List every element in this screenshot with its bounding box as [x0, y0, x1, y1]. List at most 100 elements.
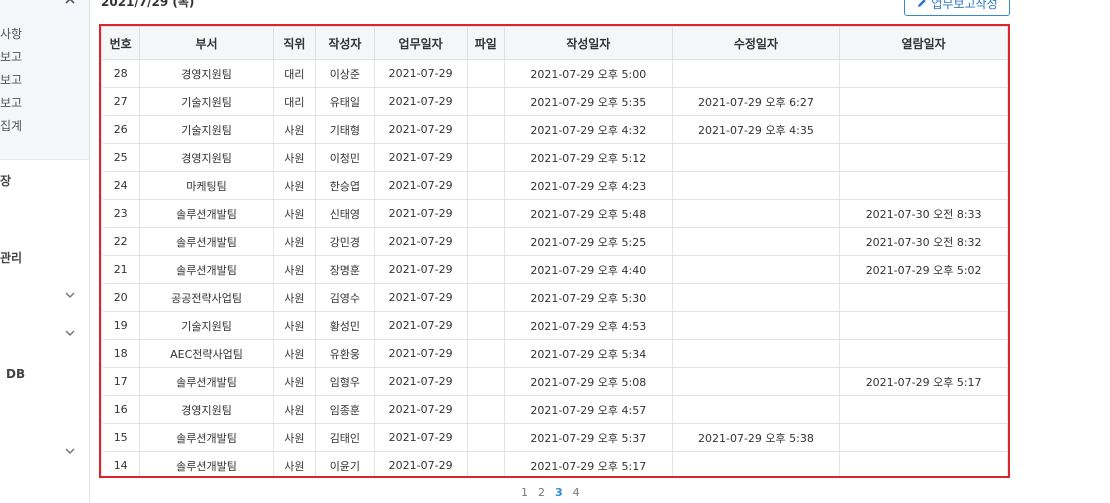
column-header-modified-at[interactable]: 수정일자: [671, 26, 841, 60]
column-header-position[interactable]: 직위: [272, 26, 317, 60]
cell-position: 사원: [272, 339, 317, 368]
cell-viewed-at: [839, 423, 1008, 452]
cell-author[interactable]: 김태인: [315, 423, 375, 452]
cell-file: [466, 227, 505, 256]
column-header-work-date[interactable]: 업무일자: [373, 26, 468, 60]
cell-number: 21: [101, 255, 141, 284]
cell-position: 사원: [272, 115, 317, 144]
cell-author[interactable]: 황성민: [315, 311, 375, 340]
cell-author[interactable]: 이상준: [315, 59, 375, 88]
cell-viewed-at: 2021-07-30 오전 8:32: [839, 227, 1008, 256]
table-row[interactable]: 26 기술지원팀 사원 기태형 2021-07-29 2021-07-29 오후 4:32…: [101, 115, 1008, 144]
page-link-4[interactable]: 4: [572, 486, 580, 499]
table-row[interactable]: 20 공공전략사업팀 사원 김영수 2021-07-29 2021-07-29 오후 5:…: [101, 283, 1008, 312]
chevron-down-icon[interactable]: [64, 289, 76, 301]
sidebar-subitem-report-3[interactable]: 보고: [0, 96, 23, 110]
page-link-2[interactable]: 2: [538, 486, 545, 499]
table-row[interactable]: 19 기술지원팀 사원 황성민 2021-07-29 2021-07-29 오후 4:53: [101, 311, 1008, 340]
table-row[interactable]: 25 경영지원팀 사원 이청민 2021-07-29 2021-07-29 오후 5:12: [101, 143, 1008, 172]
cell-author[interactable]: 유환웅: [315, 339, 375, 368]
cell-created-at: 2021-07-29 오후 5:17: [503, 451, 673, 476]
sidebar-section-management[interactable]: 관리: [0, 251, 23, 265]
cell-viewed-at: [839, 59, 1008, 88]
cell-author[interactable]: 이청민: [315, 143, 375, 172]
cell-author[interactable]: 한승엽: [315, 171, 375, 200]
page-link-3[interactable]: 3: [555, 486, 563, 499]
cell-file: [466, 451, 505, 476]
cell-viewed-at: [839, 171, 1008, 200]
cell-position: 사원: [272, 171, 317, 200]
cell-viewed-at: [839, 311, 1008, 340]
cell-department: 솔루션개발팀: [139, 367, 274, 396]
table-row[interactable]: 18 AEC전략사업팀 사원 유환웅 2021-07-29 2021-07-29 오후 5…: [101, 339, 1008, 368]
sidebar-subitem-notice[interactable]: 사항: [0, 27, 23, 41]
column-header-number[interactable]: 번호: [101, 26, 141, 60]
cell-created-at: 2021-07-29 오후 4:57: [503, 395, 673, 424]
sidebar-submenu: 사항 보고 보고 보고 집계: [0, 0, 89, 160]
sidebar-section-1[interactable]: 장: [0, 174, 12, 188]
table-row[interactable]: 23 솔루션개발팀 사원 신태영 2021-07-29 2021-07-29 오후 5:4…: [101, 199, 1008, 228]
cell-file: [466, 367, 505, 396]
cell-work-date: 2021-07-29: [373, 367, 468, 396]
table-row[interactable]: 27 기술지원팀 대리 유태일 2021-07-29 2021-07-29 오후 5:35…: [101, 87, 1008, 116]
cell-author[interactable]: 장명훈: [315, 255, 375, 284]
column-header-file[interactable]: 파일: [466, 26, 505, 60]
page-link-1[interactable]: 1: [521, 486, 528, 499]
cell-file: [466, 395, 505, 424]
column-header-author[interactable]: 작성자: [315, 26, 375, 60]
sidebar-section-db[interactable]: DB: [6, 367, 26, 381]
sidebar-subitem-summary[interactable]: 집계: [0, 119, 23, 133]
cell-department: 마케팅팀: [139, 171, 274, 200]
write-report-button-label: 업무보고작성: [931, 0, 998, 11]
cell-modified-at: [671, 255, 841, 284]
cell-author[interactable]: 김영수: [315, 283, 375, 312]
cell-file: [466, 199, 505, 228]
cell-created-at: 2021-07-29 오후 4:23: [503, 171, 673, 200]
cell-author[interactable]: 유태일: [315, 87, 375, 116]
cell-modified-at: [671, 451, 841, 476]
table-row[interactable]: 14 솔루션개발팀 사원 이윤기 2021-07-29 2021-07-29 오후 5:1…: [101, 451, 1008, 476]
cell-work-date: 2021-07-29: [373, 115, 468, 144]
cell-author[interactable]: 기태형: [315, 115, 375, 144]
chevron-up-icon[interactable]: [64, 0, 76, 6]
column-header-created-at[interactable]: 작성일자: [503, 26, 673, 60]
cell-author[interactable]: 강민경: [315, 227, 375, 256]
cell-work-date: 2021-07-29: [373, 255, 468, 284]
cell-author[interactable]: 이윤기: [315, 451, 375, 476]
cell-modified-at: [671, 143, 841, 172]
table-row[interactable]: 17 솔루션개발팀 사원 임형우 2021-07-29 2021-07-29 오후 5:0…: [101, 367, 1008, 396]
cell-work-date: 2021-07-29: [373, 171, 468, 200]
cell-work-date: 2021-07-29: [373, 143, 468, 172]
write-report-button[interactable]: 업무보고작성: [904, 0, 1010, 16]
cell-author[interactable]: 신태영: [315, 199, 375, 228]
cell-modified-at: 2021-07-29 오후 6:27: [671, 87, 841, 116]
sidebar-subitem-report-1[interactable]: 보고: [0, 50, 23, 64]
cell-department: 기술지원팀: [139, 115, 274, 144]
cell-work-date: 2021-07-29: [373, 395, 468, 424]
cell-position: 사원: [272, 227, 317, 256]
chevron-down-icon[interactable]: [64, 327, 76, 339]
column-header-viewed-at[interactable]: 열람일자: [839, 26, 1008, 60]
cell-file: [466, 311, 505, 340]
cell-department: 경영지원팀: [139, 395, 274, 424]
cell-file: [466, 59, 505, 88]
cell-number: 26: [101, 115, 141, 144]
cell-file: [466, 143, 505, 172]
cell-viewed-at: [839, 339, 1008, 368]
cell-department: 솔루션개발팀: [139, 227, 274, 256]
table-row[interactable]: 22 솔루션개발팀 사원 강민경 2021-07-29 2021-07-29 오후 5:2…: [101, 227, 1008, 256]
sidebar-subitem-report-2[interactable]: 보고: [0, 73, 23, 87]
table-row[interactable]: 24 마케팅팀 사원 한승엽 2021-07-29 2021-07-29 오후 4:23: [101, 171, 1008, 200]
cell-department: 솔루션개발팀: [139, 199, 274, 228]
table-row[interactable]: 15 솔루션개발팀 사원 김태인 2021-07-29 2021-07-29 오후 5:3…: [101, 423, 1008, 452]
table-row[interactable]: 21 솔루션개발팀 사원 장명훈 2021-07-29 2021-07-29 오후 4:4…: [101, 255, 1008, 284]
cell-author[interactable]: 임형우: [315, 367, 375, 396]
table-row[interactable]: 16 경영지원팀 사원 임종훈 2021-07-29 2021-07-29 오후 4:57: [101, 395, 1008, 424]
cell-author[interactable]: 임종훈: [315, 395, 375, 424]
table-row[interactable]: 28 경영지원팀 대리 이상준 2021-07-29 2021-07-29 오후 5:00: [101, 59, 1008, 88]
cell-position: 사원: [272, 255, 317, 284]
chevron-down-icon[interactable]: [64, 445, 76, 457]
cell-position: 사원: [272, 367, 317, 396]
column-header-department[interactable]: 부서: [139, 26, 274, 60]
